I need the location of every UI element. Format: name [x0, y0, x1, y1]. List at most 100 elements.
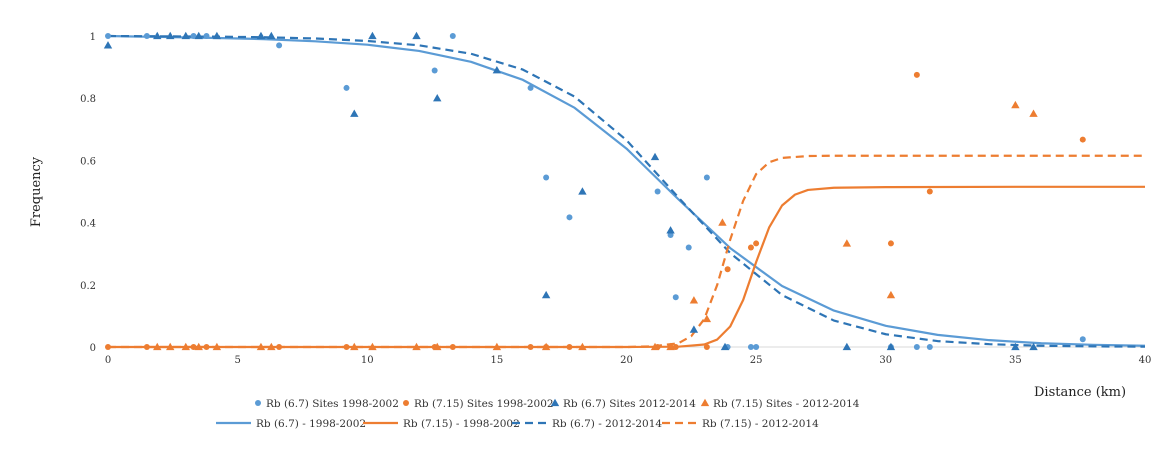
data-point: [566, 214, 573, 221]
data-point: [433, 342, 442, 351]
data-point: [672, 294, 679, 301]
data-point: [913, 71, 920, 78]
data-point: [433, 94, 442, 102]
data-point: [842, 342, 852, 351]
data-point: [926, 188, 933, 195]
series-line: [107, 34, 1146, 347]
data-point: [703, 344, 710, 350]
data-point: [368, 342, 377, 351]
legend-label: Rb (7.15) - 1998-2002: [403, 418, 520, 430]
data-point: [143, 33, 150, 39]
data-point: [1079, 136, 1086, 143]
x-tick-label: 0: [105, 355, 111, 366]
y-tick-label: 0.6: [80, 156, 96, 167]
series-line: [108, 185, 1145, 349]
legend-label: Rb (7.15) Sites 1998-2002: [414, 398, 554, 410]
y-tick-label: 0.2: [80, 281, 96, 292]
data-point: [203, 33, 210, 39]
data-point: [212, 31, 222, 40]
legend-label: Rb (6.7) Sites 1998-2002: [266, 398, 399, 410]
x-axis-label: Distance (km): [1034, 385, 1126, 400]
data-point: [747, 344, 754, 350]
x-tick-label: 10: [361, 355, 374, 366]
data-point: [276, 344, 283, 350]
data-point: [267, 31, 276, 40]
data-point: [702, 314, 712, 323]
legend-label: Rb (6.7) - 2012-2014: [552, 418, 662, 430]
data-point: [926, 344, 933, 350]
data-point: [654, 188, 661, 195]
data-point: [666, 226, 675, 234]
y-tick-label: 0.8: [80, 94, 96, 105]
legend-label: Rb (6.7) Sites 2012-2014: [563, 398, 696, 410]
data-point: [1029, 342, 1038, 351]
data-point: [667, 232, 674, 239]
data-point: [492, 342, 502, 351]
data-point: [103, 41, 113, 49]
data-point: [566, 344, 573, 350]
data-point: [527, 84, 534, 91]
data-point: [720, 342, 730, 351]
data-point: [153, 342, 162, 351]
x-tick-label: 35: [1009, 355, 1022, 366]
data-point: [1011, 100, 1020, 109]
legend-label: Rb (7.15) - 2012-2014: [702, 418, 819, 430]
data-point: [190, 344, 197, 350]
data-point: [753, 344, 760, 350]
data-point: [449, 33, 456, 39]
x-tick-label: 5: [234, 355, 240, 366]
data-point: [1079, 336, 1086, 343]
data-point: [105, 344, 111, 350]
data-point: [541, 342, 551, 351]
y-axis: 0 0.2 0.4 0.6 0.8 1: [80, 32, 96, 354]
data-point: [153, 31, 162, 40]
legend-marker: [255, 400, 261, 406]
data-point: [718, 218, 727, 226]
data-point: [650, 152, 660, 161]
data-point: [703, 174, 710, 181]
data-point: [724, 266, 731, 273]
data-point: [256, 31, 266, 40]
data-point: [194, 342, 203, 351]
data-point: [368, 31, 377, 40]
data-point: [578, 187, 587, 195]
data-point: [350, 342, 359, 351]
data-point: [650, 342, 660, 351]
data-point: [166, 31, 175, 40]
data-point: [343, 84, 350, 91]
data-point: [267, 342, 276, 351]
x-tick-label: 25: [750, 355, 763, 366]
data-point: [527, 344, 534, 350]
data-point: [689, 325, 699, 333]
data-point: [685, 244, 692, 251]
data-point: [143, 344, 150, 350]
data-point: [412, 31, 421, 40]
data-point: [842, 239, 852, 247]
data-point: [541, 290, 551, 299]
x-tick-label: 40: [1139, 355, 1152, 366]
data-point: [578, 342, 587, 351]
data-point: [412, 342, 421, 351]
data-point: [449, 344, 456, 350]
data-point: [887, 240, 894, 247]
x-tick-label: 15: [491, 355, 504, 366]
data-point: [747, 244, 754, 251]
legend-label: Rb (7.15) Sites - 2012-2014: [713, 398, 860, 410]
data-point: [913, 344, 920, 350]
y-tick-label: 0.4: [80, 219, 96, 230]
data-point: [190, 33, 197, 39]
y-axis-label: Frequency: [29, 156, 44, 227]
data-point: [1029, 109, 1038, 117]
x-tick-label: 20: [620, 355, 633, 366]
x-tick-label: 30: [879, 355, 892, 366]
legend-marker: [403, 400, 409, 406]
legend-marker: [550, 398, 560, 407]
data-point: [276, 42, 283, 49]
data-point: [166, 342, 175, 351]
data-point: [753, 240, 760, 247]
data-point: [256, 342, 266, 351]
data-point: [181, 31, 190, 40]
data-point: [203, 344, 210, 350]
